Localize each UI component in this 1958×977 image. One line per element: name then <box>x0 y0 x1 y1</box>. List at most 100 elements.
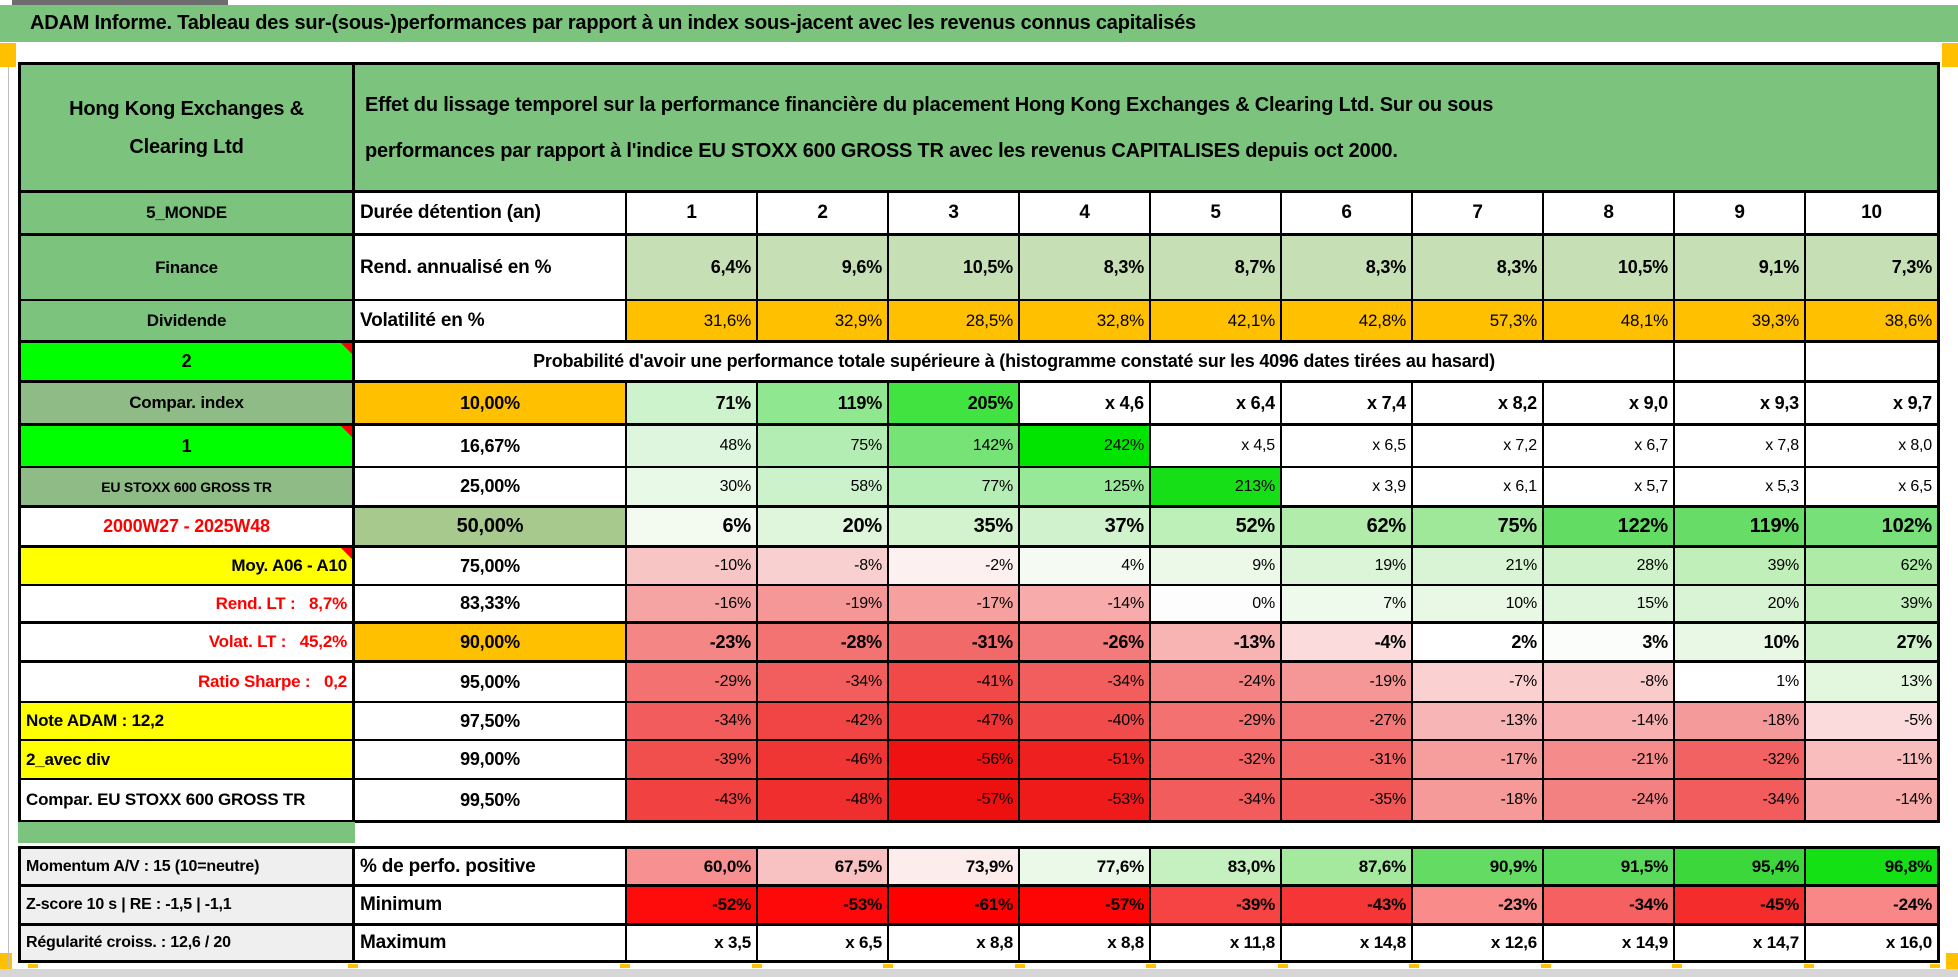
data-cell[interactable]: x 6,5 <box>1282 426 1413 466</box>
data-cell[interactable]: 6 <box>1282 193 1413 233</box>
row-label-p995[interactable]: Compar. EU STOXX 600 GROSS TR <box>21 780 355 820</box>
data-cell[interactable]: 9,6% <box>758 236 889 299</box>
data-cell[interactable]: -34% <box>1675 780 1806 820</box>
row-sublabel-p995[interactable]: 99,50% <box>355 780 627 820</box>
data-cell[interactable]: 1 <box>627 193 758 233</box>
row-sublabel-p50[interactable]: 50,00% <box>355 508 627 545</box>
data-cell[interactable]: x 4,5 <box>1151 426 1282 466</box>
data-cell[interactable]: 8,3% <box>1020 236 1151 299</box>
data-cell[interactable]: x 6,5 <box>1806 468 1937 505</box>
row-sublabel-p83[interactable]: 83,33% <box>355 586 627 621</box>
data-cell[interactable]: -32% <box>1151 741 1282 778</box>
data-cell[interactable]: -23% <box>1413 887 1544 923</box>
data-cell[interactable]: 32,9% <box>758 301 889 340</box>
row-sublabel-mom[interactable]: % de perfo. positive <box>355 849 627 884</box>
data-cell[interactable]: 3 <box>889 193 1020 233</box>
data-cell[interactable]: x 11,8 <box>1151 926 1282 960</box>
data-cell[interactable]: x 8,2 <box>1413 383 1544 423</box>
data-cell[interactable]: -43% <box>1282 887 1413 923</box>
row-sublabel-volat[interactable]: Volatilité en % <box>355 301 627 340</box>
data-cell[interactable]: x 12,6 <box>1413 926 1544 960</box>
row-label-p975[interactable]: Note ADAM : 12,2 <box>21 703 355 739</box>
data-cell[interactable]: 20% <box>1675 586 1806 621</box>
data-cell[interactable]: x 9,3 <box>1675 383 1806 423</box>
data-cell[interactable]: 10% <box>1413 586 1544 621</box>
data-cell[interactable]: -47% <box>889 703 1020 739</box>
data-cell[interactable]: 119% <box>758 383 889 423</box>
data-cell[interactable]: -10% <box>627 548 758 584</box>
data-cell[interactable]: -34% <box>627 703 758 739</box>
data-cell[interactable]: -21% <box>1544 741 1675 778</box>
row-label-p95[interactable]: Ratio Sharpe : 0,2 <box>21 663 355 701</box>
data-cell[interactable]: 38,6% <box>1806 301 1937 340</box>
data-cell[interactable]: 7 <box>1413 193 1544 233</box>
data-cell[interactable]: -2% <box>889 548 1020 584</box>
data-cell[interactable]: 9 <box>1675 193 1806 233</box>
data-cell[interactable]: -28% <box>758 624 889 660</box>
data-cell[interactable]: 37% <box>1020 508 1151 545</box>
data-cell[interactable]: 102% <box>1806 508 1937 545</box>
data-cell[interactable]: -57% <box>889 780 1020 820</box>
row-label-mom[interactable]: Momentum A/V : 15 (10=neutre) <box>21 849 355 884</box>
data-cell[interactable]: 87,6% <box>1282 849 1413 884</box>
data-cell[interactable]: 30% <box>627 468 758 505</box>
data-cell[interactable]: 52% <box>1151 508 1282 545</box>
data-cell[interactable]: 73,9% <box>889 849 1020 884</box>
data-cell[interactable]: x 8,0 <box>1806 426 1937 466</box>
data-cell[interactable]: -51% <box>1020 741 1151 778</box>
data-cell[interactable]: 67,5% <box>758 849 889 884</box>
data-cell[interactable]: 58% <box>758 468 889 505</box>
data-cell[interactable]: -23% <box>627 624 758 660</box>
table-description-cell[interactable]: Effet du lissage temporel sur la perform… <box>355 65 1937 190</box>
data-cell[interactable]: x 7,4 <box>1282 383 1413 423</box>
data-cell[interactable]: 3% <box>1544 624 1675 660</box>
data-cell[interactable]: -18% <box>1413 780 1544 820</box>
data-cell[interactable]: x 14,7 <box>1675 926 1806 960</box>
data-cell[interactable]: -14% <box>1020 586 1151 621</box>
data-cell[interactable]: 27% <box>1806 624 1937 660</box>
data-cell[interactable]: 48% <box>627 426 758 466</box>
data-cell[interactable]: -32% <box>1675 741 1806 778</box>
data-cell[interactable]: 28% <box>1544 548 1675 584</box>
data-cell[interactable]: 42,8% <box>1282 301 1413 340</box>
data-cell[interactable]: 10,5% <box>889 236 1020 299</box>
data-cell[interactable]: 4% <box>1020 548 1151 584</box>
data-cell[interactable]: 142% <box>889 426 1020 466</box>
data-cell[interactable]: x 8,8 <box>889 926 1020 960</box>
data-cell[interactable] <box>1675 343 1806 380</box>
row-sublabel-p99[interactable]: 99,00% <box>355 741 627 778</box>
data-cell[interactable]: 28,5% <box>889 301 1020 340</box>
data-cell[interactable]: -13% <box>1151 624 1282 660</box>
data-cell[interactable]: -39% <box>1151 887 1282 923</box>
data-cell[interactable]: 71% <box>627 383 758 423</box>
row-label-p16[interactable]: 1 <box>21 426 355 466</box>
data-cell[interactable]: 32,8% <box>1020 301 1151 340</box>
data-cell[interactable]: -11% <box>1806 741 1937 778</box>
data-cell[interactable]: -42% <box>758 703 889 739</box>
data-cell[interactable]: x 9,7 <box>1806 383 1937 423</box>
data-cell[interactable]: 19% <box>1282 548 1413 584</box>
row-label-rend[interactable]: Finance <box>21 236 355 299</box>
data-cell[interactable]: x 6,5 <box>758 926 889 960</box>
data-cell[interactable]: 4 <box>1020 193 1151 233</box>
data-cell[interactable]: x 6,4 <box>1151 383 1282 423</box>
data-cell[interactable]: 15% <box>1544 586 1675 621</box>
data-cell[interactable]: 42,1% <box>1151 301 1282 340</box>
data-cell[interactable]: 95,4% <box>1675 849 1806 884</box>
row-sublabel-p25[interactable]: 25,00% <box>355 468 627 505</box>
data-cell[interactable]: 10% <box>1675 624 1806 660</box>
data-cell[interactable]: -40% <box>1020 703 1151 739</box>
data-cell[interactable]: 122% <box>1544 508 1675 545</box>
data-cell[interactable]: -43% <box>627 780 758 820</box>
data-cell[interactable]: 57,3% <box>1413 301 1544 340</box>
data-cell[interactable]: 9% <box>1151 548 1282 584</box>
data-cell[interactable]: -8% <box>758 548 889 584</box>
row-label-proba[interactable]: 2 <box>21 343 355 380</box>
row-label-p83[interactable]: Rend. LT : 8,7% <box>21 586 355 621</box>
data-cell[interactable]: 1% <box>1675 663 1806 701</box>
data-cell[interactable]: 75% <box>1413 508 1544 545</box>
data-cell[interactable]: -46% <box>758 741 889 778</box>
data-cell[interactable]: 9,1% <box>1675 236 1806 299</box>
data-cell[interactable]: x 3,5 <box>627 926 758 960</box>
data-cell[interactable]: x 8,8 <box>1020 926 1151 960</box>
